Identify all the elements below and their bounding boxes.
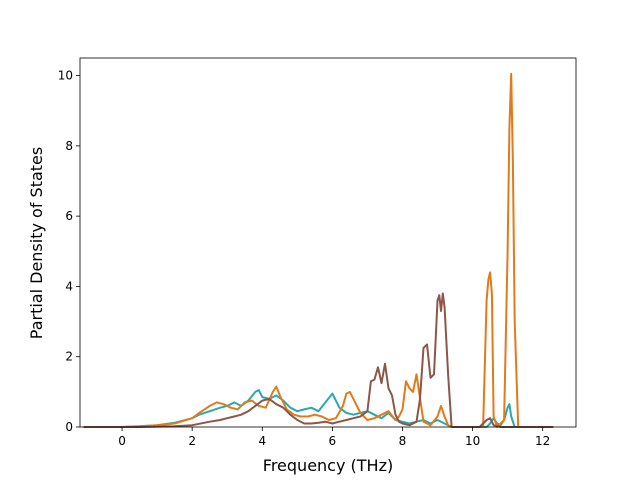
x-axis-title: Frequency (THz) xyxy=(263,456,393,475)
x-axis-ticks: 0 2 4 6 8 10 12 xyxy=(118,427,550,448)
plot-lines xyxy=(83,72,554,428)
y-tick-label: 8 xyxy=(65,139,73,153)
x-tick-label: 10 xyxy=(465,434,480,448)
x-tick-label: 12 xyxy=(535,434,550,448)
series-line-3 xyxy=(83,292,554,428)
x-tick-label: 8 xyxy=(399,434,407,448)
x-tick-label: 6 xyxy=(329,434,337,448)
y-tick-label: 4 xyxy=(65,279,73,293)
x-tick-label: 2 xyxy=(188,434,196,448)
y-axis-title: Partial Density of States xyxy=(27,147,46,339)
x-tick-label: 4 xyxy=(258,434,266,448)
series-line-2 xyxy=(83,72,554,428)
y-axis-ticks: 0 2 4 6 8 10 xyxy=(58,69,80,434)
y-tick-label: 6 xyxy=(65,209,73,223)
y-tick-label: 10 xyxy=(58,69,73,83)
axes-frame xyxy=(79,57,577,428)
y-tick-label: 2 xyxy=(65,350,73,364)
x-tick-label: 0 xyxy=(118,434,126,448)
y-tick-label: 0 xyxy=(65,420,73,434)
